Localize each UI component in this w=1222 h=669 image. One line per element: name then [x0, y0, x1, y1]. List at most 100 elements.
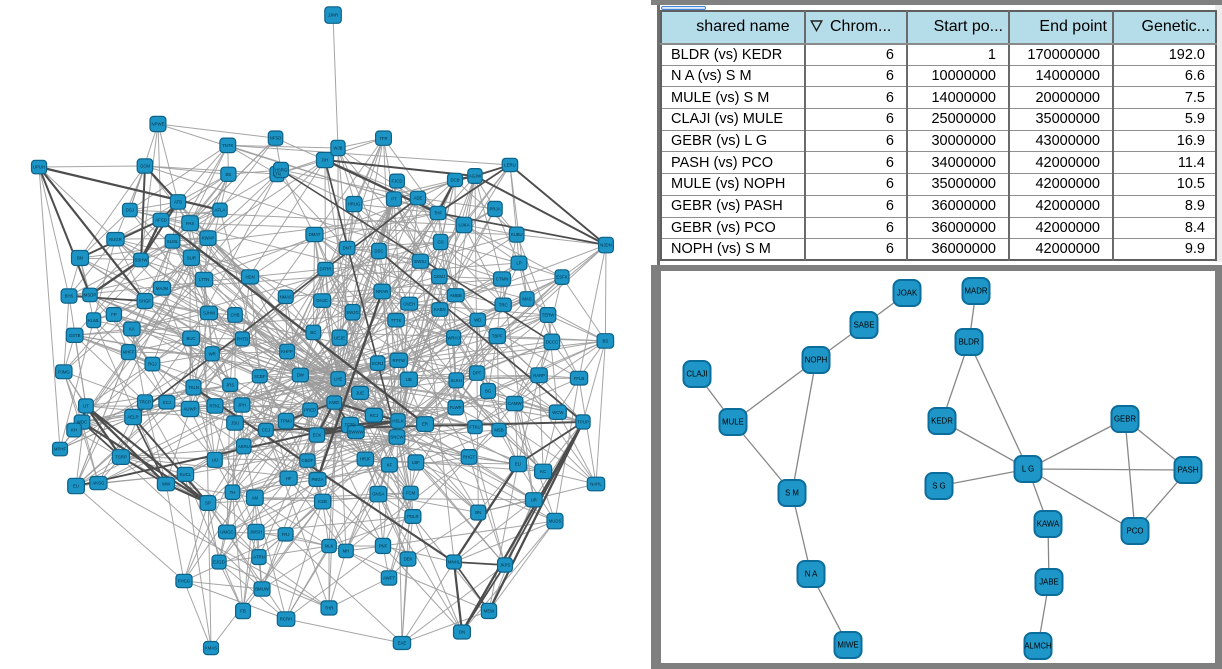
svg-text:AFLA: AFLA — [215, 208, 226, 213]
svg-text:TFTD: TFTD — [345, 423, 356, 428]
svg-text:RTKL: RTKL — [210, 404, 222, 409]
svg-text:AKRU: AKRU — [238, 444, 250, 449]
svg-text:EE: EE — [226, 172, 232, 177]
svg-text:KWAP: KWAP — [202, 236, 215, 241]
svg-text:FRJ: FRJ — [282, 532, 290, 537]
svg-text:KLML: KLML — [88, 318, 100, 323]
svg-text:DH: DH — [322, 158, 328, 163]
svg-text:KUBU: KUBU — [511, 232, 523, 237]
svg-text:FB: FB — [240, 609, 246, 614]
svg-text:RARP: RARP — [533, 373, 545, 378]
svg-text:AWFT: AWFT — [383, 576, 395, 581]
svg-text:DN: DN — [459, 630, 465, 635]
svg-text:KH: KH — [71, 428, 77, 433]
svg-text:DPT: DPT — [473, 371, 482, 376]
svg-text:BN: BN — [77, 256, 83, 261]
svg-text:TFR: TFR — [379, 136, 387, 141]
svg-text:SP: SP — [205, 501, 211, 506]
svg-text:DHJC: DHJC — [316, 298, 327, 303]
svg-text:FJCD: FJCD — [392, 179, 403, 184]
svg-text:BUC: BUC — [186, 336, 195, 341]
svg-text:CLAJI: CLAJI — [686, 370, 707, 379]
svg-text:ECJ: ECJ — [163, 400, 171, 405]
svg-text:MIWE: MIWE — [837, 641, 858, 650]
svg-text:KHFP: KHFP — [281, 349, 293, 354]
svg-text:AGJW: AGJW — [469, 174, 482, 179]
svg-text:MH: MH — [343, 549, 350, 554]
svg-text:AMBB: AMBB — [450, 293, 462, 298]
svg-text:EJGD: EJGD — [213, 560, 224, 565]
svg-text:NPWE: NPWE — [152, 122, 165, 127]
svg-text:MLK: MLK — [325, 544, 334, 549]
svg-text:DCCC: DCCC — [546, 339, 558, 344]
svg-text:WJB: WJB — [333, 146, 342, 151]
svg-text:TERW: TERW — [542, 313, 556, 318]
svg-text:NRAR: NRAR — [376, 289, 388, 294]
svg-text:EU: EU — [73, 484, 79, 489]
svg-text:RGJ: RGJ — [148, 362, 157, 367]
svg-text:SCBF: SCBF — [254, 374, 266, 379]
svg-text:MULE: MULE — [722, 418, 744, 427]
svg-text:S M: S M — [785, 489, 799, 498]
svg-text:SSHW: SSHW — [135, 258, 149, 263]
svg-text:KAWA: KAWA — [1037, 520, 1060, 529]
svg-text:PRED: PRED — [304, 408, 316, 413]
svg-text:L G: L G — [1022, 465, 1034, 474]
svg-text:BHS: BHS — [65, 294, 74, 299]
svg-text:AM: AM — [252, 495, 259, 500]
svg-text:SLKH: SLKH — [451, 378, 462, 383]
svg-text:BLDR: BLDR — [959, 338, 980, 347]
svg-text:PASH: PASH — [1178, 466, 1199, 475]
svg-text:ATRN: ATRN — [253, 555, 264, 560]
svg-text:HDN: HDN — [245, 275, 254, 280]
svg-text:MEW: MEW — [484, 609, 495, 614]
svg-text:GS: GS — [437, 240, 443, 245]
svg-text:DSC: DSC — [374, 249, 383, 254]
svg-text:MUDS: MUDS — [549, 519, 562, 524]
svg-text:GSTB: GSTB — [69, 333, 81, 338]
svg-text:BC: BC — [310, 330, 316, 335]
svg-text:HSLK: HSLK — [392, 419, 403, 424]
svg-text:MADR: MADR — [965, 287, 988, 296]
svg-text:ALMCH: ALMCH — [1024, 642, 1051, 651]
svg-text:DW: DW — [297, 373, 305, 378]
svg-text:JABE: JABE — [1039, 578, 1059, 587]
svg-text:JRS: JRS — [226, 382, 234, 387]
svg-text:WRHJ: WRHJ — [447, 335, 459, 340]
svg-text:LBF: LBF — [412, 460, 420, 465]
svg-text:EU: EU — [515, 462, 521, 467]
svg-text:THR: THR — [325, 606, 334, 611]
svg-text:CTMN: CTMN — [496, 277, 508, 282]
svg-text:WDC: WDC — [77, 420, 87, 425]
svg-text:MAJM: MAJM — [156, 286, 169, 291]
svg-text:ADE: ADE — [414, 196, 423, 201]
svg-text:PHTB: PHTB — [237, 337, 249, 342]
svg-text:TTTK: TTTK — [391, 318, 402, 323]
svg-text:RCRH: RCRH — [280, 617, 292, 622]
svg-text:S G: S G — [932, 482, 945, 491]
svg-text:CHB: CHB — [230, 313, 239, 318]
svg-text:WD: WD — [474, 317, 481, 322]
svg-text:PBGA: PBGA — [312, 477, 324, 482]
svg-text:NJDN: NJDN — [600, 243, 611, 248]
svg-text:FP: FP — [111, 312, 117, 317]
svg-text:PCO: PCO — [1127, 527, 1144, 536]
svg-text:AUWP: AUWP — [184, 407, 197, 412]
svg-text:NFSD: NFSD — [270, 136, 282, 141]
svg-text:PRJA: PRJA — [490, 207, 501, 212]
svg-text:KMAS: KMAS — [205, 646, 217, 651]
svg-text:BG: BG — [485, 389, 492, 394]
svg-text:EWSJ: EWSJ — [414, 259, 426, 264]
svg-text:UMGC: UMGC — [220, 530, 233, 535]
svg-text:PJMG: PJMG — [58, 369, 71, 374]
svg-text:TRC: TRC — [499, 302, 508, 307]
svg-text:HRUG: HRUG — [348, 202, 361, 207]
svg-text:UEJE: UEJE — [334, 335, 345, 340]
svg-text:ECRJ: ECRJ — [372, 361, 383, 366]
svg-text:FFLB: FFLB — [574, 376, 585, 381]
svg-text:HF: HF — [286, 476, 292, 481]
svg-text:WCW: WCW — [552, 410, 564, 415]
svg-text:MHFF: MHFF — [123, 350, 135, 355]
svg-text:CKEH: CKEH — [403, 301, 415, 306]
svg-text:WW: WW — [162, 482, 171, 487]
